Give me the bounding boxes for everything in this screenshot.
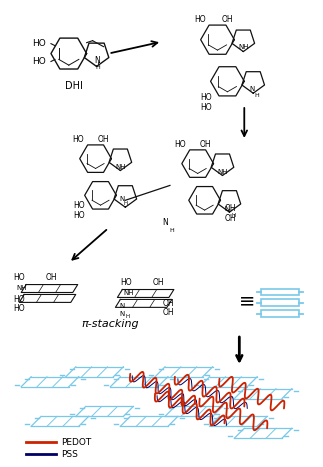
Text: HO: HO (13, 273, 25, 282)
Text: OH: OH (222, 15, 233, 24)
Text: HO: HO (72, 135, 84, 144)
Text: OH: OH (98, 135, 109, 144)
Text: HO: HO (120, 278, 132, 287)
Text: OH: OH (162, 299, 174, 308)
Text: N: N (162, 218, 168, 226)
Text: OH: OH (152, 278, 164, 287)
Text: OH: OH (200, 140, 212, 149)
Text: N: N (95, 56, 100, 65)
Text: HO: HO (194, 15, 205, 24)
Text: OH: OH (224, 213, 236, 223)
Text: OH: OH (45, 273, 57, 282)
Text: H: H (170, 227, 174, 233)
Text: NH: NH (123, 290, 133, 297)
Text: H: H (255, 93, 260, 98)
FancyBboxPatch shape (261, 299, 299, 306)
Text: HO: HO (200, 92, 212, 102)
FancyBboxPatch shape (261, 289, 299, 296)
Text: π-stacking: π-stacking (82, 319, 139, 329)
Text: OH: OH (162, 308, 174, 317)
Text: H: H (123, 201, 127, 206)
Text: H: H (95, 65, 100, 70)
Text: PSS: PSS (61, 450, 78, 459)
Text: N: N (225, 206, 230, 212)
Text: HO: HO (73, 211, 85, 219)
Text: N: N (120, 311, 125, 317)
Text: NH: NH (217, 169, 228, 175)
Text: HO: HO (174, 140, 186, 149)
Text: NH: NH (238, 43, 248, 50)
Text: HO: HO (73, 201, 85, 210)
Text: PEDOT: PEDOT (61, 438, 91, 447)
Text: NH: NH (16, 284, 26, 290)
FancyBboxPatch shape (261, 311, 299, 317)
Text: HO: HO (13, 295, 25, 304)
Text: HO: HO (32, 39, 46, 48)
Text: HO: HO (200, 103, 212, 112)
Text: N: N (120, 196, 125, 202)
Text: H: H (231, 212, 235, 218)
Text: OH: OH (224, 204, 236, 213)
Text: ≡: ≡ (239, 292, 255, 311)
Text: H: H (125, 314, 129, 319)
Text: NH: NH (115, 163, 126, 170)
Text: N: N (250, 86, 255, 92)
Text: HO: HO (32, 57, 46, 66)
Text: HO: HO (13, 304, 25, 313)
Text: N: N (120, 304, 125, 309)
Text: DHI: DHI (65, 81, 83, 91)
